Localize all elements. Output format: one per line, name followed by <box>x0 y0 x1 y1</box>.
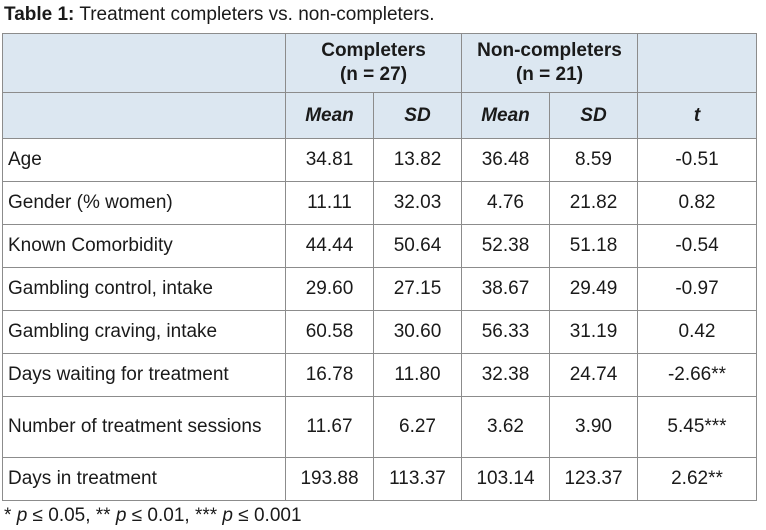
footnote-part: p <box>222 505 233 526</box>
cell-non-completers-sd: 8.59 <box>549 138 638 182</box>
cell-t: -2.66** <box>637 353 757 397</box>
table-footnote: * p ≤ 0.05, ** p ≤ 0.01, *** p ≤ 0.001 <box>4 504 302 528</box>
cell-completers-sd: 11.80 <box>373 353 462 397</box>
cell-non-completers-mean: 103.14 <box>461 457 550 501</box>
row-label: Days in treatment <box>2 457 286 501</box>
cell-t: -0.51 <box>637 138 757 182</box>
row-label: Days waiting for treatment <box>2 353 286 397</box>
cell-completers-sd: 50.64 <box>373 224 462 268</box>
cell-completers-mean: 60.58 <box>285 310 374 354</box>
header-mean-completers: Mean <box>285 92 374 139</box>
cell-non-completers-sd: 29.49 <box>549 267 638 311</box>
header-empty-cell <box>637 33 757 93</box>
cell-t: 5.45*** <box>637 396 757 458</box>
table-caption-label: Table 1: <box>4 4 75 25</box>
footnote-part: ≤ 0.001 <box>233 505 302 526</box>
cell-t: -0.54 <box>637 224 757 268</box>
footnote-part: p <box>16 505 28 526</box>
cell-non-completers-mean: 56.33 <box>461 310 550 354</box>
footnote-part: * <box>4 505 17 526</box>
header-group-non-completers: Non-completers (n = 21) <box>461 33 638 93</box>
cell-t: -0.97 <box>637 267 757 311</box>
header-group-name: Completers <box>321 40 426 61</box>
table-row: Known Comorbidity 44.44 50.64 52.38 51.1… <box>2 224 757 268</box>
cell-non-completers-sd: 123.37 <box>549 457 638 501</box>
table-row: Gambling control, intake 29.60 27.15 38.… <box>2 267 757 311</box>
cell-non-completers-sd: 24.74 <box>549 353 638 397</box>
cell-completers-mean: 11.67 <box>285 396 374 458</box>
row-label: Gambling control, intake <box>2 267 286 311</box>
cell-completers-mean: 16.78 <box>285 353 374 397</box>
row-label: Gambling craving, intake <box>2 310 286 354</box>
row-label: Number of treatment sessions <box>2 396 286 458</box>
row-label: Gender (% women) <box>2 181 286 225</box>
cell-completers-mean: 34.81 <box>285 138 374 182</box>
footnote-part: ≤ 0.01, *** <box>126 505 223 526</box>
table-row: Gender (% women) 11.11 32.03 4.76 21.82 … <box>2 181 757 225</box>
cell-non-completers-mean: 36.48 <box>461 138 550 182</box>
cell-t: 0.42 <box>637 310 757 354</box>
cell-completers-mean: 193.88 <box>285 457 374 501</box>
data-table: Completers (n = 27) Non-completers (n = … <box>2 33 757 501</box>
table-row: Days in treatment 193.88 113.37 103.14 1… <box>2 457 757 501</box>
cell-completers-mean: 29.60 <box>285 267 374 311</box>
header-group-n: (n = 27) <box>339 64 408 85</box>
cell-completers-sd: 27.15 <box>373 267 462 311</box>
table-caption-text: Treatment completers vs. non-completers. <box>74 4 435 25</box>
cell-non-completers-sd: 21.82 <box>549 181 638 225</box>
cell-non-completers-sd: 51.18 <box>549 224 638 268</box>
cell-completers-sd: 6.27 <box>373 396 462 458</box>
header-group-completers: Completers (n = 27) <box>285 33 462 93</box>
header-sd-non-completers: SD <box>549 92 638 139</box>
table-row: Age 34.81 13.82 36.48 8.59 -0.51 <box>2 138 757 182</box>
cell-non-completers-sd: 3.90 <box>549 396 638 458</box>
table-header-row-groups: Completers (n = 27) Non-completers (n = … <box>2 33 757 93</box>
cell-t: 2.62** <box>637 457 757 501</box>
cell-completers-sd: 30.60 <box>373 310 462 354</box>
cell-non-completers-mean: 52.38 <box>461 224 550 268</box>
cell-non-completers-mean: 32.38 <box>461 353 550 397</box>
footnote-part: ≤ 0.05, ** <box>27 505 116 526</box>
header-group-n: (n = 21) <box>515 64 584 85</box>
cell-completers-sd: 32.03 <box>373 181 462 225</box>
cell-non-completers-mean: 3.62 <box>461 396 550 458</box>
cell-non-completers-mean: 4.76 <box>461 181 550 225</box>
table-header-row-stats: Mean SD Mean SD t <box>2 92 757 139</box>
header-corner-cell <box>2 92 286 139</box>
header-corner-cell <box>2 33 286 93</box>
cell-non-completers-sd: 31.19 <box>549 310 638 354</box>
row-label: Known Comorbidity <box>2 224 286 268</box>
table-caption: Table 1: Treatment completers vs. non-co… <box>4 3 434 27</box>
table-row: Gambling craving, intake 60.58 30.60 56.… <box>2 310 757 354</box>
header-t: t <box>637 92 757 139</box>
table-row: Number of treatment sessions 11.67 6.27 … <box>2 396 757 458</box>
header-sd-completers: SD <box>373 92 462 139</box>
row-label: Age <box>2 138 286 182</box>
cell-t: 0.82 <box>637 181 757 225</box>
header-group-name: Non-completers <box>477 40 622 61</box>
cell-completers-sd: 113.37 <box>373 457 462 501</box>
cell-completers-mean: 44.44 <box>285 224 374 268</box>
header-mean-non-completers: Mean <box>461 92 550 139</box>
cell-completers-mean: 11.11 <box>285 181 374 225</box>
cell-completers-sd: 13.82 <box>373 138 462 182</box>
table-row: Days waiting for treatment 16.78 11.80 3… <box>2 353 757 397</box>
cell-non-completers-mean: 38.67 <box>461 267 550 311</box>
footnote-part: p <box>115 505 127 526</box>
